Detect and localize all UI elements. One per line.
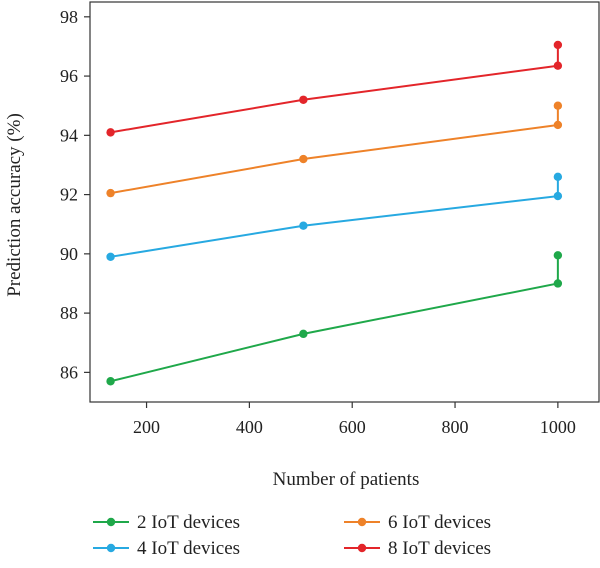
data-point-4-iot-devices [553, 191, 563, 201]
y-tick-label: 92 [60, 185, 78, 205]
data-point-8-iot-devices [299, 95, 308, 104]
y-axis: 86 88 90 92 94 96 98 [60, 7, 90, 382]
y-axis-label: Prediction accuracy (%) [4, 113, 25, 297]
legend-marker-6-iot-devices [357, 517, 367, 527]
data-point-4-iot-devices [553, 172, 563, 182]
plot-area [89, 1, 600, 403]
series-line-2-iot-devices [110, 255, 559, 383]
data-point-8-iot-devices [553, 61, 563, 70]
data-point-8-iot-devices [106, 128, 115, 137]
data-point-2-iot-devices [553, 279, 563, 288]
y-tick-label: 86 [60, 362, 78, 382]
y-tick-label: 98 [60, 7, 78, 27]
x-axis: 200 400 600 800 1000 [133, 402, 576, 437]
series-line-8-iot-devices [110, 44, 559, 134]
y-tick-label: 96 [60, 66, 78, 86]
x-tick-label: 400 [236, 417, 263, 437]
legend-label-2-iot-devices: 2 IoT devices [137, 512, 240, 533]
x-tick-label: 600 [339, 417, 366, 437]
data-point-4-iot-devices [299, 221, 308, 230]
data-point-6-iot-devices [553, 120, 563, 130]
data-point-2-iot-devices [106, 377, 115, 386]
x-tick-label: 200 [133, 417, 160, 437]
legend-label-4-iot-devices: 4 IoT devices [137, 538, 240, 559]
data-point-2-iot-devices [299, 329, 308, 339]
data-point-8-iot-devices [553, 40, 563, 50]
data-point-6-iot-devices [299, 154, 308, 164]
x-tick-label: 800 [442, 417, 469, 437]
y-tick-label: 94 [60, 125, 78, 145]
y-tick-label: 88 [60, 303, 78, 323]
legend-label-8-iot-devices: 8 IoT devices [388, 538, 491, 559]
data-point-2-iot-devices [553, 251, 563, 260]
data-point-6-iot-devices [553, 101, 563, 110]
legend-label-6-iot-devices: 6 IoT devices [388, 512, 491, 533]
x-axis-label: Number of patients [273, 469, 420, 490]
data-point-4-iot-devices [106, 252, 115, 262]
legend-marker-4-iot-devices [106, 543, 116, 553]
series-line-4-iot-devices [110, 176, 559, 258]
legend-marker-8-iot-devices [357, 543, 367, 553]
series-layer [106, 40, 563, 386]
legend-marker-2-iot-devices [106, 517, 116, 527]
x-tick-label: 1000 [540, 417, 576, 437]
data-point-6-iot-devices [106, 188, 115, 198]
legend: 2 IoT devices 4 IoT devices 6 IoT devices 8… [93, 512, 491, 559]
y-tick-label: 90 [60, 244, 78, 264]
series-line-6-iot-devices [110, 105, 559, 195]
plot-border [89, 1, 600, 403]
